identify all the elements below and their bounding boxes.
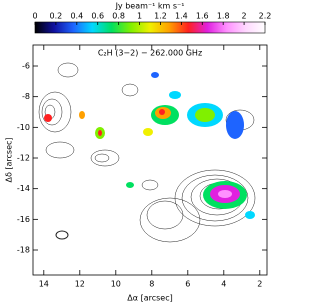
x-tick-label: 14 bbox=[39, 280, 49, 289]
y-tick-label: -14 bbox=[17, 184, 30, 193]
colorbar-tick-label: 1.4 bbox=[175, 12, 188, 21]
x-axis-label: Δα [arcsec] bbox=[127, 294, 172, 303]
x-tick-label: 4 bbox=[221, 280, 226, 289]
colorbar-tick-label: 0.2 bbox=[50, 12, 63, 21]
y-tick-label: -16 bbox=[17, 215, 30, 224]
colorbar-tick-label: 0.4 bbox=[70, 12, 83, 21]
y-tick-label: -6 bbox=[22, 62, 30, 71]
colorbar-tick-label: 1.8 bbox=[217, 12, 230, 21]
y-tick-label: -8 bbox=[22, 92, 30, 101]
colorbar-tick-label: 2 bbox=[242, 12, 247, 21]
map-image bbox=[38, 62, 256, 243]
colorbar-tick-label: 0.8 bbox=[112, 12, 125, 21]
y-tick-label: -10 bbox=[17, 123, 30, 132]
x-tick-label: 6 bbox=[185, 280, 190, 289]
x-tick-label: 12 bbox=[75, 280, 85, 289]
figure: Jy beam⁻¹ km s⁻¹ C₂H (3−2) − 262.000 GHz… bbox=[5, 2, 272, 303]
colorbar bbox=[34, 21, 266, 34]
chart-title: C₂H (3−2) − 262.000 GHz bbox=[98, 49, 202, 58]
colorbar-tick-label: 1.2 bbox=[154, 12, 167, 21]
x-tick-label: 10 bbox=[111, 280, 121, 289]
colorbar-tick-label: 0.6 bbox=[91, 12, 104, 21]
plot-frame bbox=[32, 44, 268, 276]
y-tick-label: -18 bbox=[17, 246, 30, 255]
y-tick-label: -12 bbox=[17, 154, 30, 163]
colorbar-tick-label: 0 bbox=[32, 12, 37, 21]
colorbar-tick-label: 1 bbox=[137, 12, 142, 21]
y-axis-label: Δδ [arcsec] bbox=[5, 137, 14, 182]
x-tick-label: 8 bbox=[149, 280, 154, 289]
colorbar-tick-label: 1.6 bbox=[196, 12, 209, 21]
colorbar-label: Jy beam⁻¹ km s⁻¹ bbox=[115, 2, 185, 11]
x-tick-label: 2 bbox=[257, 280, 262, 289]
colorbar-tick-label: 2.2 bbox=[259, 12, 272, 21]
